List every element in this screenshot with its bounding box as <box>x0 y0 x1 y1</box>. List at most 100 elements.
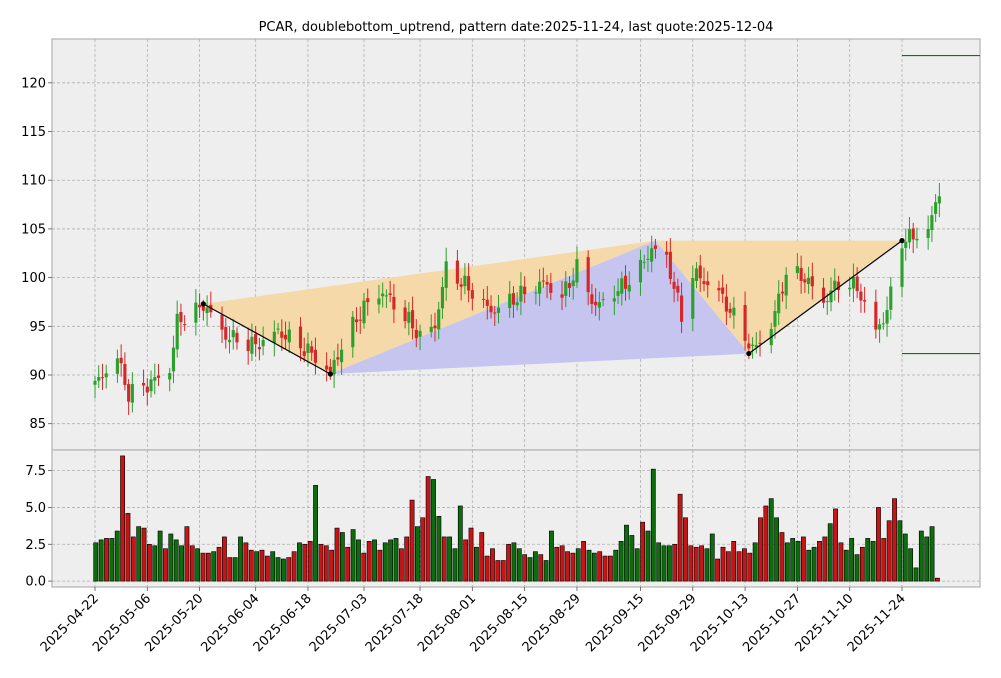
candle-body <box>149 379 153 392</box>
volume-bar <box>356 539 361 582</box>
candle-body <box>653 245 657 249</box>
volume-bar <box>222 536 227 582</box>
pattern-peak-region <box>203 240 656 375</box>
volume-bar <box>908 548 914 582</box>
candle-body <box>194 302 198 323</box>
volume-bar <box>538 554 544 582</box>
candle-body <box>784 274 788 296</box>
candle-body <box>145 386 149 393</box>
volume-bar <box>281 558 286 582</box>
candle-body <box>246 339 250 352</box>
volume-bar <box>833 508 838 582</box>
candle-body <box>433 325 437 329</box>
candle-body <box>855 276 859 292</box>
candle-body <box>358 319 362 321</box>
volume-bar <box>881 538 887 582</box>
candle-body <box>807 277 811 285</box>
candle-body <box>489 305 493 313</box>
pattern-point <box>327 371 333 377</box>
candle-body <box>795 266 799 273</box>
candle-body <box>754 345 758 348</box>
volume-bar <box>924 536 930 582</box>
candle-body <box>470 290 474 299</box>
volume-bar <box>591 552 597 582</box>
candle-body <box>332 359 336 375</box>
volume-bar <box>886 520 892 582</box>
candle-body <box>201 305 205 311</box>
volume-bar <box>629 535 635 582</box>
volume-bar <box>468 527 474 582</box>
pattern-line <box>748 240 903 355</box>
price-tick-label: 95 <box>29 320 46 335</box>
candle-body <box>310 346 314 353</box>
volume-bar <box>570 552 576 582</box>
volume-bar <box>130 536 136 582</box>
volume-bar <box>575 548 581 582</box>
volume-bar <box>404 536 410 582</box>
volume-bar <box>329 549 335 582</box>
candle-body <box>638 259 643 283</box>
volume-bar <box>114 530 120 582</box>
candle-body <box>567 283 572 288</box>
volume-bar <box>817 541 822 582</box>
candle-body <box>377 298 381 305</box>
volume-bar <box>345 546 351 582</box>
candle-body <box>743 305 747 341</box>
candle-body <box>403 307 407 322</box>
volume-bar <box>624 524 629 582</box>
candle-body <box>280 331 284 338</box>
volume-bar <box>420 517 426 582</box>
candle-body <box>272 331 276 343</box>
candle-body <box>680 295 684 322</box>
volume-bar <box>929 526 935 582</box>
candle-body <box>153 377 157 381</box>
candle-body <box>545 281 549 285</box>
candle-body <box>549 283 553 293</box>
volume-bar <box>98 539 104 582</box>
volume-bar <box>913 567 919 582</box>
candle-body <box>168 373 172 380</box>
volume-bar <box>361 552 367 582</box>
volume-bar <box>661 545 667 582</box>
volume-bar <box>286 557 292 582</box>
candle-body <box>597 302 601 308</box>
price-tick-label: 85 <box>29 417 46 432</box>
volume-bar <box>586 549 592 582</box>
volume-bar <box>318 543 324 582</box>
candle-body <box>851 277 855 289</box>
volume-tick-label: 2.5 <box>25 538 46 553</box>
volume-bar <box>254 551 260 582</box>
volume-bar <box>366 541 372 582</box>
pattern-point <box>746 350 752 357</box>
candle-body <box>646 258 650 260</box>
candle-body <box>586 257 590 293</box>
candle-body <box>298 326 303 349</box>
candle-body <box>541 280 545 282</box>
candle-body <box>665 251 669 255</box>
volume-bar <box>843 549 849 582</box>
date-tick-label: 2025-07-03 <box>307 591 371 655</box>
volume-bar <box>779 532 785 582</box>
candle-body <box>205 307 209 314</box>
candle-body <box>803 279 807 283</box>
candle-body <box>519 285 523 302</box>
volume-bar <box>457 505 463 582</box>
volume-bar <box>699 545 704 582</box>
candle-body <box>508 293 512 309</box>
volume-bar <box>742 548 747 582</box>
candle-body <box>780 291 785 294</box>
volume-bar <box>339 532 345 582</box>
candle-body <box>859 291 863 301</box>
volume-bar <box>602 555 608 582</box>
candle-body <box>171 347 176 372</box>
candle-body <box>220 314 224 330</box>
volume-bar <box>200 552 206 582</box>
candle-body <box>198 304 202 308</box>
price-tick-label: 100 <box>21 271 46 286</box>
candle-body <box>672 281 676 289</box>
candle-body <box>306 343 310 354</box>
candle-layer <box>93 183 941 415</box>
candle-body <box>930 215 934 231</box>
volume-bar <box>935 577 940 582</box>
candle-body <box>362 300 366 324</box>
